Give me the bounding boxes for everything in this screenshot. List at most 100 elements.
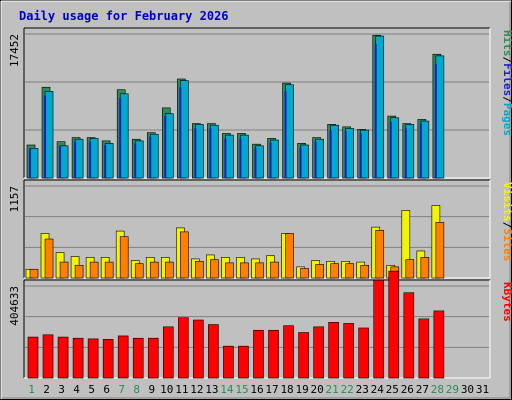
bar-kbytes-day-27 — [418, 318, 430, 379]
legend-item: Files — [501, 63, 512, 96]
bar-files-day-23 — [359, 133, 362, 178]
bar-kbytes-day-21 — [328, 321, 339, 379]
bar-kbytes-day-22 — [343, 323, 354, 379]
legend-item: / — [501, 57, 512, 64]
bar-sites-day-7 — [119, 236, 129, 279]
x-label-day-16: 16 — [250, 383, 263, 396]
bar-kbytes-day-25 — [388, 270, 400, 379]
x-label-day-4: 4 — [73, 383, 80, 396]
bar-pages-day-8 — [134, 140, 144, 179]
bar-kbytes-day-20 — [313, 326, 324, 379]
bar-sites-day-23 — [360, 264, 370, 279]
bar-sites-day-11 — [180, 231, 189, 279]
bar-sites-day-15 — [240, 262, 249, 279]
bar-files-day-14 — [224, 138, 227, 178]
legend-item: Visits — [501, 182, 512, 222]
bar-sites-day-28 — [435, 222, 445, 279]
x-label-day-26: 26 — [401, 383, 414, 396]
x-label-day-18: 18 — [280, 383, 293, 396]
x-label-day-7: 7 — [118, 383, 125, 396]
bar-sites-day-12 — [195, 261, 204, 279]
legend-item: Pages — [501, 103, 512, 136]
bar-sites-day-22 — [345, 263, 354, 279]
bar-files-day-24 — [374, 44, 377, 178]
bar-kbytes-day-15 — [238, 345, 249, 379]
bar-kbytes-day-4 — [72, 337, 84, 379]
bar-kbytes-day-13 — [208, 324, 219, 379]
x-label-day-22: 22 — [341, 383, 354, 396]
bar-pages-day-11 — [180, 80, 189, 179]
bar-kbytes-day-26 — [403, 292, 415, 379]
bar-files-day-26 — [404, 128, 407, 178]
legend-item: / — [501, 96, 512, 103]
bar-files-day-1 — [29, 149, 31, 178]
bar-pages-day-24 — [375, 35, 385, 179]
x-label-day-31: 31 — [476, 383, 489, 396]
bar-pages-day-2 — [44, 91, 54, 179]
x-label-day-9: 9 — [148, 383, 155, 396]
panel-bottom — [23, 270, 491, 379]
bar-files-day-21 — [329, 130, 332, 178]
x-label-day-17: 17 — [265, 383, 278, 396]
bar-sites-day-1 — [29, 268, 39, 279]
bar-files-day-25 — [389, 121, 392, 178]
x-label-day-25: 25 — [386, 383, 399, 396]
bar-pages-day-17 — [270, 139, 279, 179]
bar-kbytes-day-11 — [178, 317, 189, 379]
x-label-day-6: 6 — [103, 383, 110, 396]
bar-pages-day-20 — [315, 138, 324, 179]
bar-files-day-7 — [119, 97, 122, 178]
x-label-day-19: 19 — [295, 383, 308, 396]
bar-kbytes-day-8 — [132, 337, 144, 379]
x-label-day-14: 14 — [220, 383, 234, 396]
bar-pages-day-1 — [29, 147, 39, 179]
bar-kbytes-day-28 — [433, 310, 445, 379]
bar-files-day-5 — [89, 141, 92, 178]
x-label-day-10: 10 — [160, 383, 173, 396]
chart-panels — [23, 27, 491, 379]
bar-pages-day-26 — [405, 124, 415, 179]
bar-sites-day-10 — [164, 261, 174, 279]
bar-kbytes-day-14 — [223, 345, 234, 379]
bar-kbytes-day-9 — [147, 337, 159, 379]
bar-pages-day-14 — [225, 134, 234, 179]
bar-kbytes-day-7 — [117, 335, 129, 379]
chart-title: Daily usage for February 2026 — [19, 9, 229, 23]
bar-files-day-12 — [194, 128, 197, 178]
bar-kbytes-day-1 — [27, 336, 39, 379]
bar-kbytes-day-19 — [298, 332, 309, 379]
bar-sites-day-24 — [375, 229, 385, 279]
bar-files-day-15 — [239, 138, 242, 178]
x-label-day-23: 23 — [356, 383, 369, 396]
y-axis-max-labels: 17452 1157 404633 — [8, 34, 21, 326]
bar-sites-day-6 — [104, 261, 114, 279]
y-max-label-bottom: 404633 — [8, 286, 21, 326]
x-label-day-3: 3 — [58, 383, 65, 396]
x-label-day-8: 8 — [133, 383, 140, 396]
bar-files-day-19 — [299, 147, 302, 178]
bar-sites-day-3 — [59, 261, 69, 279]
x-label-day-28: 28 — [431, 383, 444, 396]
legend-item: Hits — [501, 30, 512, 57]
bar-pages-day-22 — [345, 128, 354, 179]
bar-sites-day-14 — [225, 262, 234, 279]
y-max-label-middle: 1157 — [8, 186, 21, 213]
bar-kbytes-day-16 — [253, 329, 264, 379]
bar-pages-day-28 — [435, 55, 445, 179]
bar-pages-day-9 — [149, 133, 159, 179]
x-label-day-15: 15 — [235, 383, 248, 396]
bar-pages-day-19 — [300, 144, 309, 179]
bar-sites-day-9 — [149, 261, 159, 279]
x-label-day-24: 24 — [371, 383, 385, 396]
legend-item: Sites — [501, 228, 512, 261]
x-label-day-27: 27 — [416, 383, 429, 396]
bar-files-day-13 — [209, 128, 212, 178]
bar-kbytes-day-6 — [102, 339, 114, 379]
bar-kbytes-day-18 — [283, 325, 294, 379]
bar-pages-day-23 — [360, 129, 370, 179]
legend-bottom: KBytes — [501, 282, 512, 322]
bar-kbytes-day-23 — [358, 327, 370, 379]
bar-kbytes-day-2 — [42, 334, 54, 379]
legend-middle: Visits/Sites — [501, 182, 512, 262]
